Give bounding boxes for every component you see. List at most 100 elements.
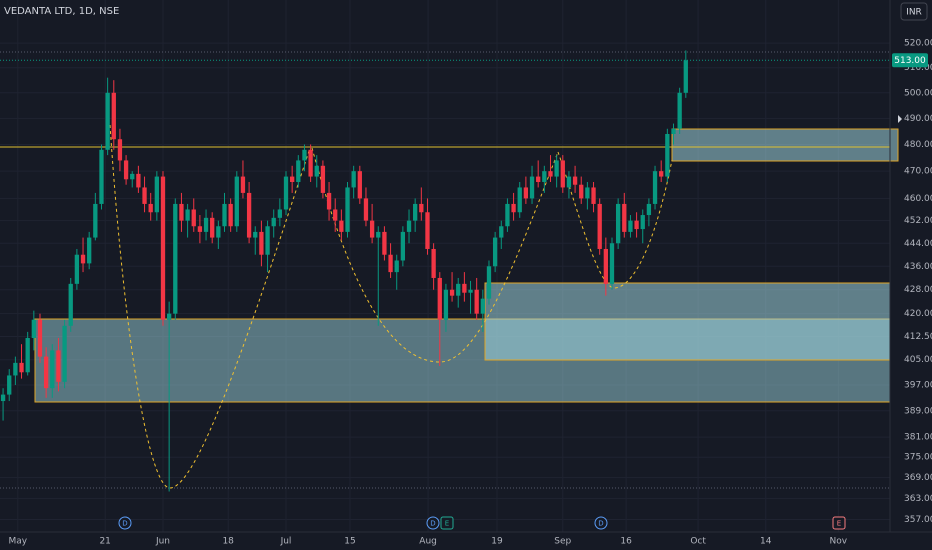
y-tick-label: 420.00 — [904, 309, 932, 319]
candle-body — [228, 203, 233, 227]
y-tick-label: 452.00 — [904, 216, 932, 226]
candle-body — [443, 289, 449, 320]
x-tick-label: 15 — [344, 537, 355, 547]
candles — [0, 50, 688, 492]
candle-body — [333, 209, 338, 221]
candle-body — [216, 226, 221, 238]
y-tick-label: 480.00 — [904, 140, 932, 150]
event-label[interactable]: E — [837, 520, 841, 528]
candle-body — [160, 176, 166, 320]
candle-body — [185, 209, 190, 221]
candle-body — [130, 173, 135, 180]
candle-body — [123, 160, 129, 180]
event-label[interactable]: D — [430, 520, 435, 528]
candle-body — [474, 289, 479, 314]
candle-body — [363, 198, 369, 221]
y-tick-label: 381.00 — [904, 433, 932, 443]
currency-button[interactable] — [900, 2, 928, 21]
candle-body — [382, 231, 387, 255]
candle-body — [326, 192, 332, 210]
candle-body — [456, 283, 461, 296]
y-tick-label: 389.00 — [904, 406, 932, 416]
candle-body — [308, 149, 313, 177]
candle-body — [19, 362, 24, 373]
candle-body — [388, 254, 393, 273]
last-price-box — [892, 53, 928, 68]
candle-body — [591, 187, 596, 204]
event-label[interactable]: D — [122, 520, 127, 528]
candle-body — [646, 203, 652, 216]
candle-body — [419, 203, 424, 213]
candle-body — [339, 220, 344, 232]
candle-body — [25, 338, 30, 373]
candle-body — [622, 203, 627, 232]
x-tick-label: Aug — [419, 537, 437, 547]
candle-body — [486, 266, 492, 299]
event-marker[interactable] — [440, 516, 454, 530]
candle-body — [222, 203, 227, 227]
candle-body — [277, 209, 283, 218]
candle-body — [634, 220, 639, 230]
event-label[interactable]: D — [598, 520, 603, 528]
event-marker[interactable] — [594, 516, 608, 530]
candle-body — [560, 160, 565, 188]
candle-body — [87, 237, 92, 264]
x-tick-label: Jul — [280, 537, 292, 547]
y-tick-label: 436.00 — [904, 262, 932, 272]
candle-body — [400, 231, 406, 261]
candle-body — [93, 203, 98, 238]
candle-body — [536, 176, 541, 182]
x-tick-label: Jun — [155, 537, 170, 547]
candle-body — [74, 254, 80, 284]
drawings — [0, 51, 899, 489]
candle-body — [542, 171, 547, 182]
candle-body — [517, 187, 522, 213]
candle-body — [105, 92, 110, 150]
candle-body — [320, 165, 326, 193]
candle-body — [609, 243, 615, 284]
candle-body — [671, 128, 676, 134]
candle-body — [271, 217, 276, 227]
candle-body — [136, 173, 141, 188]
currency-label[interactable]: INR — [906, 8, 922, 18]
candle-body — [579, 184, 584, 199]
candle-body — [492, 237, 498, 267]
event-label[interactable]: E — [445, 520, 449, 528]
candle-body — [677, 92, 682, 129]
candle-body — [240, 176, 246, 193]
demand-zone — [484, 282, 891, 361]
candle-body — [462, 283, 467, 293]
candle-body — [191, 209, 196, 227]
candle-body — [652, 171, 658, 204]
candle-body — [425, 212, 430, 249]
candle-body — [302, 149, 307, 161]
event-marker[interactable] — [118, 516, 132, 530]
candle-body — [566, 176, 572, 188]
scroll-arrow[interactable] — [898, 115, 902, 123]
candle-body — [117, 139, 123, 161]
x-tick-label: 18 — [222, 537, 234, 547]
event-marker[interactable] — [832, 516, 846, 530]
candle-body — [50, 350, 55, 389]
x-tick-label: May — [9, 537, 28, 547]
candle-body — [31, 319, 36, 339]
candle-body — [246, 192, 252, 238]
candle-body — [603, 248, 608, 284]
x-tick-label: Sep — [554, 537, 571, 547]
candle-body — [99, 149, 104, 204]
candle-body — [166, 313, 172, 320]
candle-body — [197, 226, 203, 232]
y-tick-label: 510.00 — [904, 63, 932, 73]
candle-body — [659, 171, 664, 177]
y-tick-label: 357.00 — [904, 515, 932, 525]
candle-body — [376, 231, 381, 238]
event-marker[interactable] — [426, 516, 440, 530]
y-tick-label: 369.00 — [904, 473, 932, 483]
y-tick-label: 363.00 — [904, 494, 932, 504]
candle-body — [210, 217, 215, 238]
candle-body — [357, 171, 362, 199]
candle-body — [56, 350, 61, 382]
candle-body — [296, 160, 301, 182]
candle-body — [68, 283, 73, 326]
candle-body — [0, 394, 6, 402]
